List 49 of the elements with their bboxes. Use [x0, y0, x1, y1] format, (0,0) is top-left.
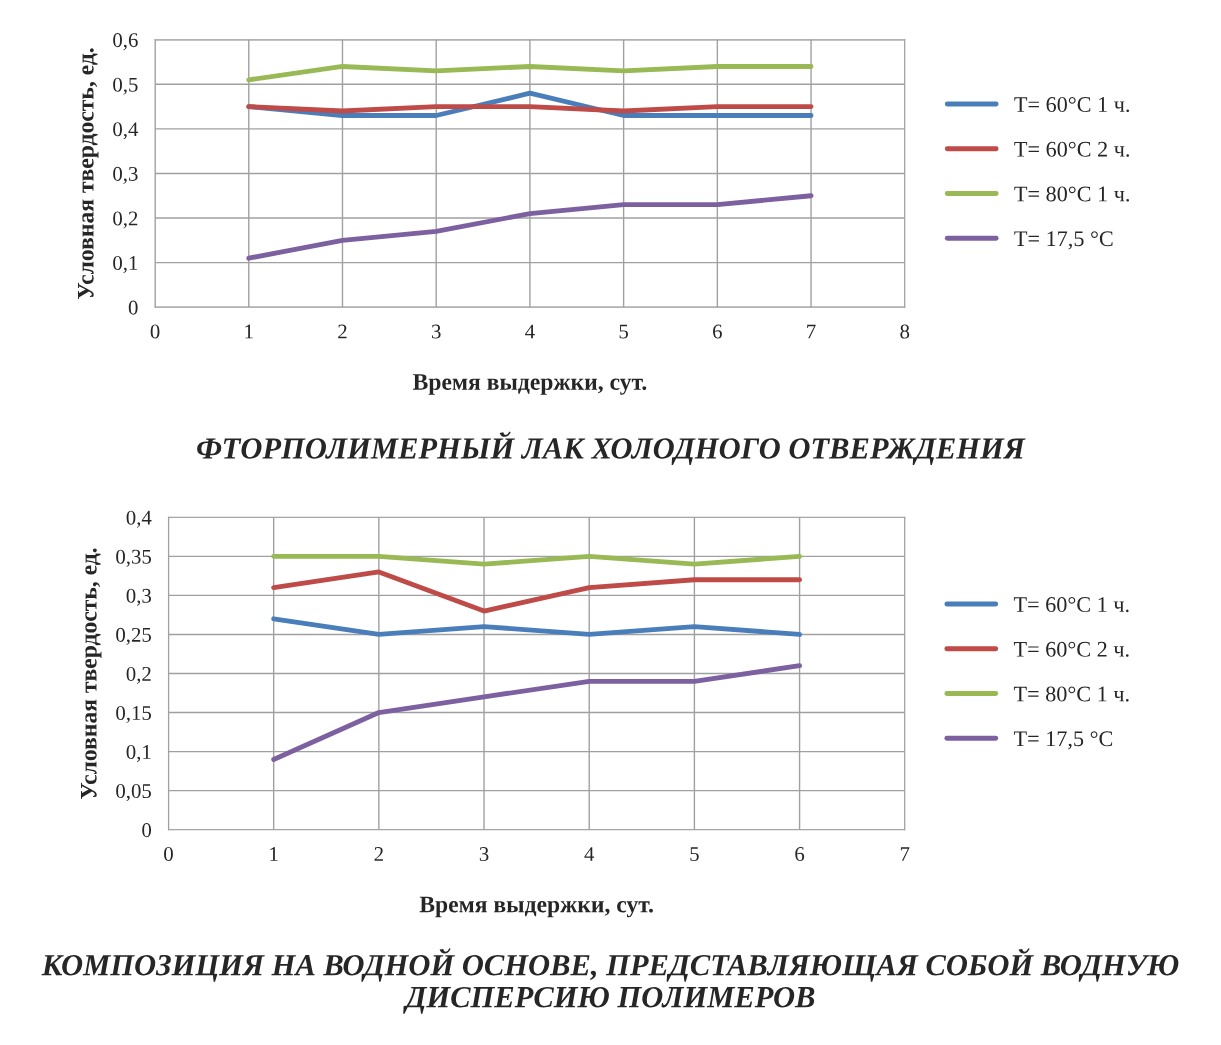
y-tick-label: 0,1 — [126, 744, 151, 763]
y-tick-label: 0 — [128, 300, 138, 315]
x-tick-label: 1 — [245, 324, 253, 339]
y-tick-label: 0,05 — [116, 784, 152, 802]
x-tick-label: 0 — [164, 847, 173, 862]
y-axis-title: Условная твердость, ед. — [80, 548, 102, 799]
legend-label: T= 60°C 2 ч. — [1014, 141, 1129, 157]
y-tick-label: 0,25 — [116, 627, 152, 645]
y-tick-label: 0,4 — [126, 510, 152, 528]
x-tick-label: 6 — [713, 324, 722, 339]
text: ФТОРПОЛИМЕРНЫЙ ЛАК ХОЛОДНОГО ОТВЕРЖДЕНИЯ — [197, 431, 1026, 466]
line-series — [271, 569, 803, 614]
x-tick-label: 4 — [584, 847, 595, 861]
legend-label: T= 17,5 °C — [1014, 231, 1113, 250]
x-tick-label: 2 — [374, 847, 383, 861]
legend-label: T= 60°C 1 ч. — [1014, 97, 1129, 113]
y-tick-label: 0,2 — [113, 211, 138, 229]
x-tick-label: 7 — [900, 847, 910, 861]
x-tick-label: 5 — [690, 847, 699, 862]
y-tick-label: 0 — [142, 823, 152, 838]
y-tick-label: 0,3 — [126, 588, 152, 606]
legend-label: T= 17,5 °C — [1013, 731, 1113, 750]
x-tick-label: 1 — [270, 847, 278, 861]
y-tick-label: 0,4 — [113, 122, 139, 140]
line-series — [271, 663, 803, 762]
y-tick-label: 0,15 — [116, 705, 152, 723]
x-tick-label: 2 — [338, 324, 347, 339]
y-axis-title: Условная твердость, ед. — [77, 48, 99, 299]
legend-label: T= 60°C 1 ч. — [1013, 597, 1129, 613]
legend-label: T= 80°C 1 ч. — [1013, 686, 1129, 702]
y-tick-label: 0,1 — [113, 256, 138, 274]
x-tick-label: 5 — [619, 324, 629, 339]
y-tick-label: 0,6 — [113, 33, 138, 51]
x-axis-title: Время выдержки, сут. — [419, 896, 653, 918]
y-tick-label: 0,3 — [113, 166, 138, 184]
x-axis-title: Время выдержки, сут. — [412, 374, 647, 395]
y-tick-label: 0,5 — [113, 77, 138, 95]
x-tick-label: 3 — [479, 847, 489, 862]
x-tick-label: 8 — [900, 324, 910, 339]
x-tick-label: 7 — [807, 324, 816, 339]
text: КОМПОЗИЦИЯ НА ВОДНОЙ ОСНОВЕ, ПРЕДСТАВЛЯЮЩАЯ СОБОЙ ВОДНУЮ ДИСПЕРСИЮ ПОЛИМЕРОВ — [41, 948, 1179, 1014]
line-series — [246, 193, 814, 261]
legend-label: T= 80°C 1 ч. — [1014, 186, 1129, 202]
legend-label: T= 60°C 2 ч. — [1013, 641, 1129, 657]
x-tick-label: 6 — [795, 847, 805, 862]
x-tick-label: 3 — [431, 324, 441, 339]
y-tick-label: 0,2 — [126, 666, 151, 684]
y-tick-label: 0,35 — [116, 549, 152, 567]
x-tick-label: 4 — [525, 324, 535, 339]
